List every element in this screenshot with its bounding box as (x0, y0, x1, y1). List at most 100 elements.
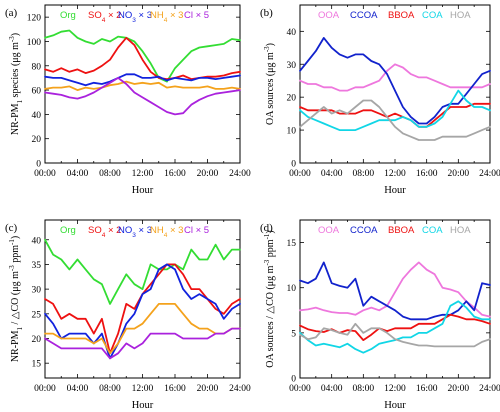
legend-item: BBOA (388, 10, 415, 21)
x-axis-label: Hour (384, 400, 406, 411)
x-tick-label: 20:00 (197, 384, 219, 394)
y-axis-label: NR-PM1 species (μg m-3) (8, 33, 24, 135)
series-line (44, 29, 241, 83)
x-tick-label: 16:00 (164, 169, 186, 179)
x-tick-label: 08:00 (353, 384, 375, 394)
y-tick-label: 0 (291, 375, 296, 385)
legend-item: COA (422, 225, 443, 236)
x-tick-label: 00:00 (34, 384, 56, 394)
plot-frame (44, 4, 241, 164)
x-tick-label: 00:00 (34, 169, 56, 179)
series-line (44, 263, 241, 355)
y-axis-label: OA sources (μg m-3) (263, 43, 276, 125)
x-tick-label: 20:00 (448, 384, 470, 394)
panel-1: (b) 00:00 04:00 08:00 12:00 16:00 20:00 24:00 Ho… (260, 4, 500, 196)
series-line (44, 80, 241, 91)
series-line (299, 322, 491, 348)
legend-item: CCOA (350, 225, 378, 236)
y-tick-label: 10 (287, 284, 297, 294)
legend-item: NH4 × 3 (150, 225, 183, 239)
panel-0: (a) 00:00 04:00 08:00 12:00 16:00 20:00 24:00 Ho… (5, 4, 251, 196)
y-tick-label: 15 (287, 239, 297, 249)
series-line (299, 300, 491, 354)
panel-label: (a) (5, 7, 18, 19)
y-axis-label: OA sources / △CO (μg m-3 ppm-1) (263, 230, 276, 368)
y-tick-label: 0 (36, 160, 41, 170)
series-line (44, 238, 241, 305)
series-line (299, 99, 491, 141)
x-axis-label: Hour (132, 185, 154, 196)
y-tick-label: 20 (32, 135, 42, 145)
y-tick-label: 35 (32, 261, 42, 271)
legend-item: SO4 × 2 (88, 10, 121, 24)
series-line (44, 327, 241, 360)
x-tick-label: 12:00 (132, 384, 154, 394)
legend-item: Cl × 5 (184, 225, 209, 236)
legend-item: OOA (318, 225, 340, 236)
y-tick-label: 40 (287, 28, 297, 38)
x-axis-label: Hour (384, 185, 406, 196)
legend-item: SO4 × 2 (88, 225, 121, 239)
x-tick-label: 04:00 (321, 169, 343, 179)
series-line (299, 89, 491, 132)
legend-item: Org (60, 225, 76, 236)
x-tick-label: 24:00 (229, 169, 251, 179)
plot-frame (299, 219, 491, 379)
x-tick-label: 08:00 (99, 169, 121, 179)
x-tick-label: 04:00 (67, 384, 89, 394)
y-tick-label: 60 (32, 87, 42, 97)
y-tick-label: 30 (287, 61, 297, 71)
series-line (44, 77, 241, 116)
y-tick-label: 5 (291, 329, 296, 339)
y-tick-label: 25 (32, 310, 42, 320)
series-line (44, 302, 241, 355)
series-line (299, 313, 491, 342)
y-tick-label: 15 (32, 360, 42, 370)
legend-item: NO3 × 3 (118, 225, 152, 239)
legend-item: Org (60, 10, 76, 21)
legend-item: CCOA (350, 10, 378, 21)
x-tick-label: 08:00 (353, 169, 375, 179)
series-line (299, 102, 491, 128)
legend-item: NH4 × 3 (150, 10, 183, 24)
x-tick-label: 04:00 (321, 384, 343, 394)
y-tick-label: 40 (32, 236, 42, 246)
legend-item: HOA (450, 225, 471, 236)
x-tick-label: 16:00 (164, 384, 186, 394)
series-line (299, 261, 491, 318)
y-tick-label: 100 (27, 38, 42, 48)
x-tick-label: 04:00 (67, 169, 89, 179)
series-line (299, 63, 491, 92)
series-line (299, 261, 491, 321)
panel-label: (d) (260, 222, 273, 234)
y-tick-label: 10 (287, 127, 297, 137)
panel-3: (d) 00:00 04:00 08:00 12:00 16:00 20:00 24:00 Ho… (260, 219, 500, 411)
y-tick-label: 120 (27, 14, 42, 24)
x-tick-label: 16:00 (416, 169, 438, 179)
x-tick-label: 08:00 (99, 384, 121, 394)
legend-item: BBOA (388, 225, 415, 236)
x-axis-label: Hour (132, 400, 154, 411)
x-tick-label: 12:00 (384, 384, 406, 394)
x-tick-label: 24:00 (479, 169, 500, 179)
x-tick-label: 12:00 (384, 169, 406, 179)
series-line (44, 73, 241, 87)
y-tick-label: 40 (32, 111, 42, 121)
x-tick-label: 24:00 (229, 384, 251, 394)
legend-item: OOA (318, 10, 340, 21)
series-line (44, 36, 241, 80)
legend-item: HOA (450, 10, 471, 21)
series-line (299, 37, 491, 125)
x-tick-label: 16:00 (416, 384, 438, 394)
y-tick-label: 20 (287, 94, 297, 104)
panel-label: (c) (5, 222, 18, 234)
legend-item: Cl × 5 (184, 10, 209, 21)
x-tick-label: 00:00 (289, 169, 311, 179)
y-tick-label: 30 (32, 286, 42, 296)
y-tick-label: 0 (291, 160, 296, 170)
legend-item: COA (422, 10, 443, 21)
y-tick-label: 80 (32, 62, 42, 72)
x-tick-label: 24:00 (479, 384, 500, 394)
y-tick-label: 20 (32, 335, 42, 345)
